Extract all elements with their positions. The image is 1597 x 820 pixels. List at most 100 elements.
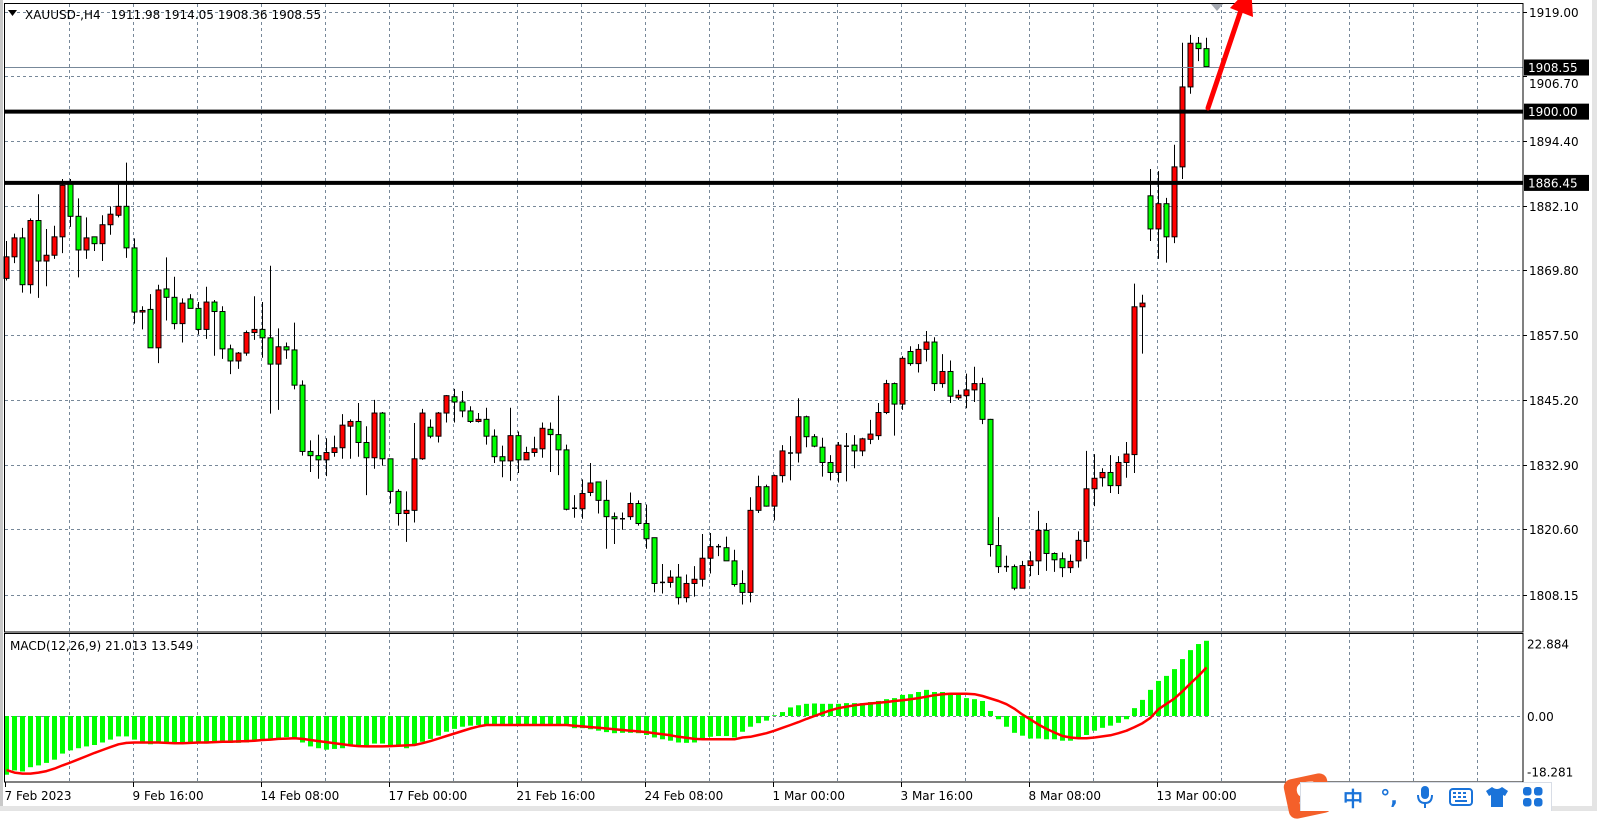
candle <box>931 337 938 391</box>
candle <box>347 419 354 459</box>
candle-body-bull <box>707 546 714 559</box>
macd-histogram-bar <box>1148 689 1153 716</box>
candle-body-bear <box>491 435 498 458</box>
candle-body-bear <box>595 481 602 501</box>
macd-histogram-bar <box>924 689 929 716</box>
candle <box>1195 36 1202 62</box>
macd-histogram-bar <box>468 716 473 726</box>
macd-histogram-bar <box>1092 716 1097 731</box>
chart-shift-marker-icon[interactable] <box>1211 4 1223 11</box>
macd-histogram-bar <box>316 716 321 749</box>
candle <box>763 484 770 507</box>
candle-body-bull <box>923 341 930 350</box>
candle-body-bull <box>691 578 698 584</box>
candle <box>844 433 849 482</box>
candle <box>147 294 154 349</box>
toolbox-grid-icon[interactable] <box>1515 783 1551 812</box>
candle-body-bull <box>419 412 426 460</box>
candle-body-bull <box>755 486 762 511</box>
macd-histogram-bar <box>940 692 945 716</box>
macd-histogram-bar <box>436 716 441 736</box>
macd-histogram-bar <box>812 703 817 716</box>
candle <box>475 413 482 423</box>
candle <box>971 366 978 402</box>
candle-body-bear <box>1203 48 1210 68</box>
macd-histogram-bar <box>460 716 465 727</box>
candle <box>691 566 698 597</box>
skin-shirt-icon[interactable] <box>1479 783 1515 812</box>
candle <box>83 217 90 259</box>
candle-body-bear <box>283 346 290 351</box>
candle-body-bear <box>1163 203 1170 238</box>
macd-histogram-bar <box>644 716 649 735</box>
candle <box>995 517 1002 573</box>
candle-body-bull <box>1019 565 1026 589</box>
macd-histogram-bar <box>548 716 553 725</box>
macd-histogram-bar <box>1076 716 1081 738</box>
signal-value: 13.549 <box>151 639 193 653</box>
time-tick-label: 1 Mar 00:00 <box>773 789 846 803</box>
punctuation-icon[interactable]: °, <box>1380 785 1398 809</box>
candle <box>315 434 322 479</box>
candle-body-bull <box>587 482 594 493</box>
candle <box>443 395 450 423</box>
macd-histogram-bar <box>1132 708 1137 716</box>
candle <box>579 479 586 519</box>
candle-body-bear <box>1043 529 1050 554</box>
candle <box>907 346 914 366</box>
candle <box>915 344 922 373</box>
collapse-triangle-icon[interactable] <box>8 10 17 16</box>
macd-histogram-bar <box>844 703 849 716</box>
candle-body-bear <box>147 308 154 349</box>
macd-histogram-bar <box>356 716 361 747</box>
candle-body-bull <box>27 220 34 286</box>
candle-body-bull <box>1027 560 1034 567</box>
candle <box>675 564 682 605</box>
macd-histogram-bar <box>404 716 409 749</box>
candle-body-bear <box>819 446 826 463</box>
candle-body-bull <box>331 447 338 453</box>
price-tick-label: 1869.80 <box>1529 264 1579 278</box>
candle <box>859 437 866 457</box>
candle <box>1171 144 1178 244</box>
candle-body-bear <box>315 455 322 461</box>
macd-histogram-bar <box>348 716 353 745</box>
macd-histogram-bar <box>452 716 457 729</box>
candle-body-bear <box>211 301 218 313</box>
macd-panel-frame <box>4 633 1524 783</box>
candle-body-bear <box>67 181 74 217</box>
bid-price-label: 1908.55 <box>1528 61 1578 75</box>
keyboard-icon[interactable] <box>1443 783 1479 812</box>
high-value: 1914.05 <box>164 8 214 22</box>
macd-histogram-bar <box>876 700 881 716</box>
level-price-label: 1900.00 <box>1528 105 1578 119</box>
macd-histogram-bar <box>36 716 41 766</box>
candle-body-bear <box>451 396 458 403</box>
candle <box>755 475 762 513</box>
microphone-icon[interactable] <box>1407 783 1443 812</box>
candle-body-bear <box>171 296 178 325</box>
candle-body-bull <box>1067 560 1074 569</box>
chinese-mode-icon[interactable]: 中 <box>1343 786 1363 811</box>
candle <box>339 414 346 459</box>
candle-body-bear <box>651 537 658 584</box>
candle <box>99 215 106 262</box>
macd-histogram-bar <box>220 716 225 743</box>
macd-histogram-bar <box>172 716 177 743</box>
candle <box>19 227 26 293</box>
macd-histogram-bar <box>332 716 337 749</box>
candle <box>683 574 690 603</box>
candle-body-bear <box>467 410 474 422</box>
macd-histogram-bar <box>732 716 737 738</box>
candle-body-bull <box>155 289 162 349</box>
candle <box>27 218 34 294</box>
time-tick-label: 17 Feb 00:00 <box>389 789 468 803</box>
macd-histogram-bar <box>292 716 297 739</box>
candle-body-bear <box>483 418 490 437</box>
macd-histogram-bar <box>540 716 545 725</box>
candle-body-bull <box>107 213 114 226</box>
red-up-arrow[interactable] <box>1205 0 1253 111</box>
candle <box>179 298 186 343</box>
macd-histogram-bar <box>1028 716 1033 739</box>
